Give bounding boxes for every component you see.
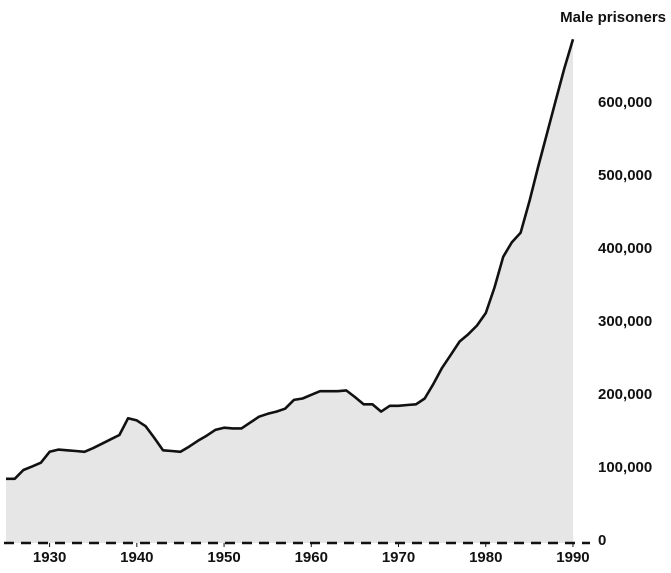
x-tick-label: 1980 [469,549,502,566]
y-tick-label: 600,000 [598,94,652,111]
line [6,38,575,481]
y-tick-label: 500,000 [598,167,652,184]
x-tick-label: 1940 [120,549,153,566]
y-tick-label: 300,000 [598,313,652,330]
x-tick-label: 1990 [556,549,589,566]
y-tick-label: 400,000 [598,240,652,257]
x-tick-label: 1960 [295,549,328,566]
x-tick-label: 1930 [33,549,66,566]
chart-title: Male prisoners [560,9,666,26]
x-tick-label: 1970 [382,549,415,566]
area [6,39,573,544]
y-tick-label: 0 [598,532,606,549]
y-tick-label: 200,000 [598,386,652,403]
y-tick-label: 100,000 [598,459,652,476]
x-tick-label: 1950 [207,549,240,566]
